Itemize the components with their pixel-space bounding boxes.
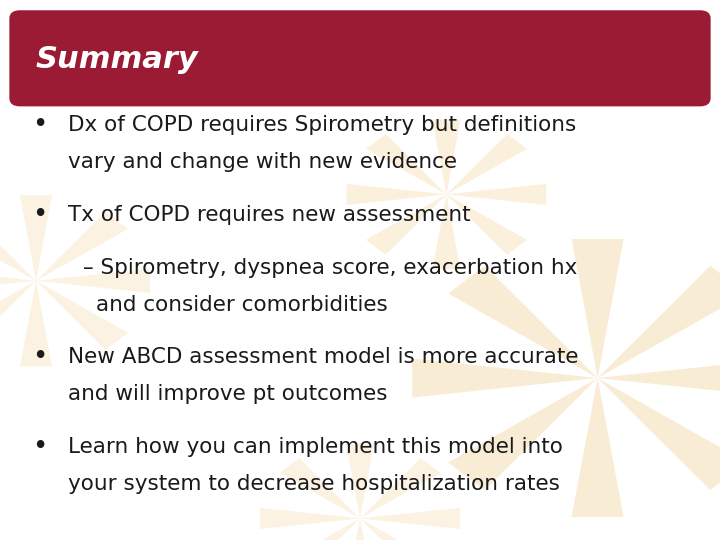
Text: and will improve pt outcomes: and will improve pt outcomes (68, 384, 388, 404)
Polygon shape (20, 195, 52, 281)
Polygon shape (279, 458, 360, 518)
Polygon shape (446, 194, 527, 255)
Polygon shape (446, 184, 546, 205)
Polygon shape (0, 212, 36, 281)
FancyBboxPatch shape (9, 10, 711, 106)
Polygon shape (0, 269, 36, 293)
Polygon shape (572, 239, 624, 378)
Polygon shape (20, 281, 52, 366)
Polygon shape (0, 281, 36, 350)
Polygon shape (598, 359, 720, 397)
Text: vary and change with new evidence: vary and change with new evidence (68, 152, 457, 172)
Polygon shape (572, 378, 624, 517)
Polygon shape (36, 281, 128, 350)
Text: •: • (32, 345, 48, 370)
Text: – Spirometry, dyspnea score, exacerbation hx: – Spirometry, dyspnea score, exacerbatio… (83, 258, 577, 278)
Polygon shape (360, 508, 460, 529)
Polygon shape (346, 184, 446, 205)
Polygon shape (366, 134, 446, 194)
Text: •: • (32, 112, 48, 138)
Polygon shape (448, 378, 598, 490)
Polygon shape (446, 134, 527, 194)
Polygon shape (448, 266, 598, 378)
Polygon shape (260, 508, 360, 529)
Polygon shape (360, 518, 441, 540)
Text: your system to decrease hospitalization rates: your system to decrease hospitalization … (68, 474, 560, 494)
Polygon shape (346, 443, 374, 518)
Polygon shape (433, 119, 460, 194)
Text: Summary: Summary (36, 45, 199, 75)
Text: Tx of COPD requires new assessment: Tx of COPD requires new assessment (68, 205, 471, 225)
Text: Dx of COPD requires Spirometry but definitions: Dx of COPD requires Spirometry but defin… (68, 115, 577, 136)
Text: New ABCD assessment model is more accurate: New ABCD assessment model is more accura… (68, 347, 579, 368)
Text: and consider comorbidities: and consider comorbidities (96, 294, 387, 315)
Polygon shape (360, 458, 441, 518)
Polygon shape (279, 518, 360, 540)
Polygon shape (598, 378, 720, 490)
Polygon shape (413, 359, 598, 397)
Text: •: • (32, 202, 48, 228)
Text: •: • (32, 434, 48, 460)
Polygon shape (366, 194, 446, 255)
Polygon shape (433, 194, 460, 269)
Polygon shape (346, 518, 374, 540)
Polygon shape (598, 266, 720, 378)
Polygon shape (36, 269, 150, 293)
Polygon shape (36, 212, 128, 281)
Text: Learn how you can implement this model into: Learn how you can implement this model i… (68, 437, 563, 457)
